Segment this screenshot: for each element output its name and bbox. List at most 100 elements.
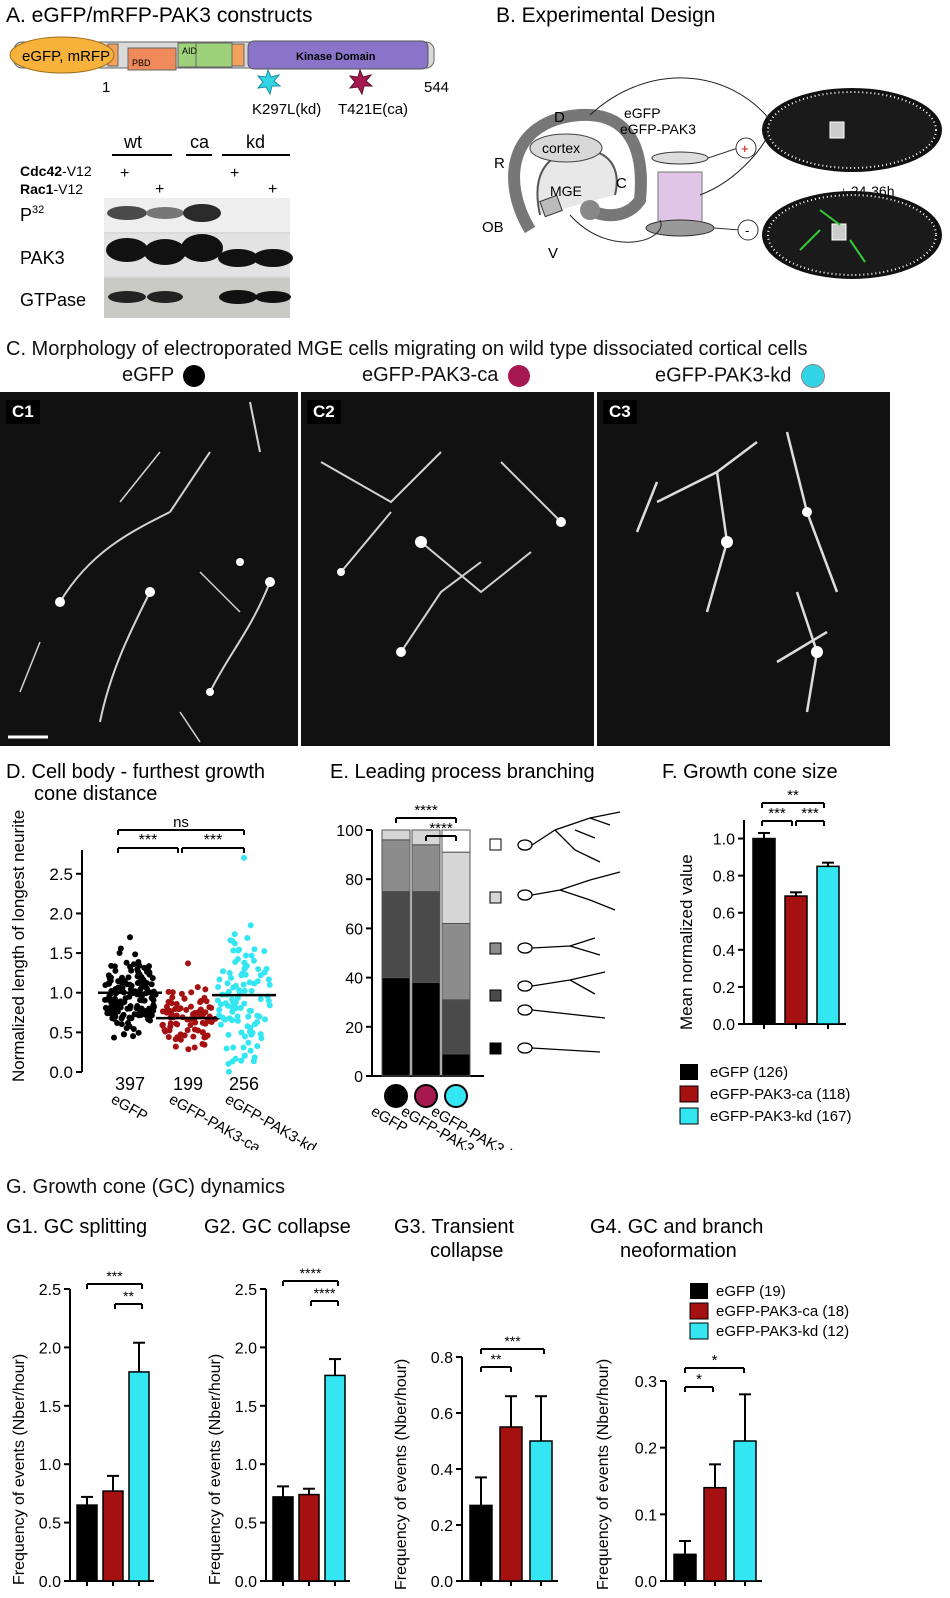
D-point [118, 1021, 125, 1028]
D-point [202, 1020, 209, 1027]
G2-ytick-label: 1.0 [235, 1457, 257, 1474]
D-point [193, 1010, 200, 1017]
D-point [183, 1006, 190, 1013]
D-point [235, 947, 242, 954]
branch-legend-swatches [489, 838, 502, 1055]
blot-group-kd: kd [246, 132, 265, 152]
D-point [231, 940, 238, 947]
D-point [266, 981, 273, 988]
G4-ytick-label: 0.2 [635, 1441, 657, 1458]
D-point [230, 1044, 237, 1051]
ca-star-icon [348, 68, 374, 96]
D-point [199, 1040, 206, 1047]
micrograph-c1: C1 [0, 392, 298, 746]
panel-d-ylabel: Normalized length of longest neurite [9, 810, 28, 1082]
g-legend-0: eGFP (19) [716, 1283, 786, 1300]
D-point [118, 979, 125, 986]
G4-bar [703, 1486, 727, 1582]
D-point [172, 1043, 179, 1050]
panel-c-col-2-header: eGFP-PAK3-ca [362, 364, 530, 387]
D-point [150, 997, 157, 1004]
D-point [247, 1047, 254, 1054]
E-ytick-label: 80 [345, 872, 363, 889]
kinase-domain [247, 40, 429, 70]
svg-text:Cdc42-V12: Cdc42-V12 [20, 163, 92, 179]
D-point [257, 972, 264, 979]
F-ytick-label: 0.8 [713, 869, 735, 886]
D-point [136, 971, 143, 978]
electroporation-setup: eGFP eGFP-PAK3 + - [620, 105, 759, 241]
g1-title: G1. GC splitting [6, 1216, 147, 1238]
D-point [124, 1005, 131, 1012]
D-point [230, 947, 237, 954]
panel-d-title-2: cone distance [34, 783, 157, 805]
E-bar-segment [411, 891, 441, 984]
label-cortex: cortex [542, 140, 580, 156]
D-point [226, 969, 233, 976]
D-point [254, 1043, 261, 1050]
D-point [248, 987, 255, 994]
D-point [102, 996, 109, 1003]
D-point [107, 1010, 114, 1017]
g1-ylabel: Frequency of events (Nber/hour) [11, 1354, 28, 1585]
D-point [187, 1022, 194, 1029]
D-point [231, 931, 238, 938]
D-point [216, 976, 223, 983]
D-point [225, 1068, 232, 1075]
blot-row-gtpase: GTPase [20, 290, 86, 310]
E-bar-segment [441, 999, 471, 1055]
mutation-ca-label: T421E(ca) [338, 101, 408, 118]
kd-star-icon [256, 68, 282, 96]
D-point [114, 1020, 121, 1027]
G1-ytick-label: 0.5 [39, 1516, 61, 1533]
D-n-label: 397 [115, 1074, 145, 1094]
D-point [250, 957, 257, 964]
F-ytick-label: 1.0 [713, 832, 735, 849]
tag-c2: C2 [307, 400, 341, 424]
D-point [241, 987, 248, 994]
G1-bar [76, 1504, 98, 1582]
D-point [223, 1045, 230, 1052]
E-ytick-label: 100 [336, 823, 363, 840]
D-point [237, 1005, 244, 1012]
D-point [187, 1003, 194, 1010]
D-point [181, 1032, 188, 1039]
E-bar-segment [381, 977, 411, 1077]
G3-sig-label: *** [504, 1333, 521, 1349]
E-bar-segment [381, 839, 411, 892]
western-blot: wt ca kd Cdc42-V12 Rac1-V12 + + + + P32 … [20, 132, 293, 318]
D-point [184, 1027, 191, 1034]
D-point [256, 1013, 263, 1020]
svg-text:Rac1-V12: Rac1-V12 [20, 181, 83, 197]
egfp-domain [9, 36, 115, 74]
g3-title-1: G3. Transient [394, 1216, 515, 1238]
D-point [266, 1002, 273, 1009]
construct-start: 1 [102, 79, 110, 96]
kd-dot-icon [800, 364, 825, 388]
G2-ytick-label: 0.5 [235, 1516, 257, 1533]
D-point [173, 1000, 180, 1007]
G2-sig-label: **** [314, 1285, 336, 1301]
blot-group-ca: ca [190, 132, 210, 152]
E-sig-label: **** [414, 802, 438, 819]
G1-sig-label: ** [123, 1288, 134, 1304]
D-point [136, 962, 143, 969]
D-point [225, 1031, 232, 1038]
E-category-dot [384, 1084, 408, 1108]
D-ytick-label: 1.0 [49, 984, 73, 1003]
E-category-dot [444, 1084, 468, 1108]
D-sig-label: ns [173, 814, 189, 831]
D-point [128, 982, 135, 989]
blot-group-wt: wt [123, 132, 142, 152]
D-point [228, 974, 235, 981]
D-ytick-label: 1.5 [49, 944, 73, 963]
D-point [132, 951, 139, 958]
domain-egfp-label: eGFP, mRFP [22, 48, 110, 65]
D-point [238, 972, 245, 979]
plus-4: + [268, 181, 277, 198]
f-legend-2: eGFP-PAK3-kd (167) [710, 1108, 851, 1125]
E-bar-segment [441, 1053, 471, 1077]
f-legend-0: eGFP (126) [710, 1064, 788, 1081]
D-point [241, 1033, 248, 1040]
G2-bar [298, 1493, 320, 1582]
